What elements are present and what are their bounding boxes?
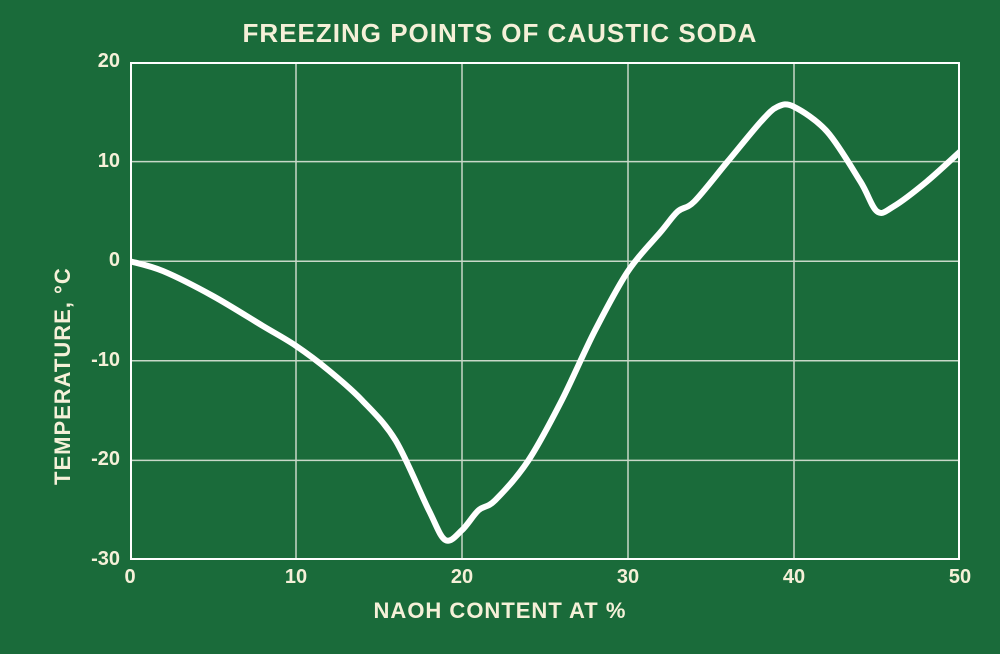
x-axis-label: NAOH CONTENT AT % <box>0 598 1000 624</box>
x-tick-label: 0 <box>110 566 150 589</box>
y-tick-label: -10 <box>60 349 120 372</box>
y-tick-label: -20 <box>60 448 120 471</box>
chart-svg <box>130 62 960 560</box>
x-tick-label: 10 <box>276 566 316 589</box>
x-tick-label: 50 <box>940 566 980 589</box>
x-tick-label: 30 <box>608 566 648 589</box>
y-tick-label: 10 <box>60 150 120 173</box>
x-tick-label: 20 <box>442 566 482 589</box>
plot-area <box>130 62 960 560</box>
chart-canvas: FREEZING POINTS OF CAUSTIC SODA TEMPERAT… <box>0 0 1000 654</box>
x-tick-label: 40 <box>774 566 814 589</box>
chart-title: FREEZING POINTS OF CAUSTIC SODA <box>0 18 1000 49</box>
y-tick-label: 0 <box>60 249 120 272</box>
y-tick-label: 20 <box>60 50 120 73</box>
